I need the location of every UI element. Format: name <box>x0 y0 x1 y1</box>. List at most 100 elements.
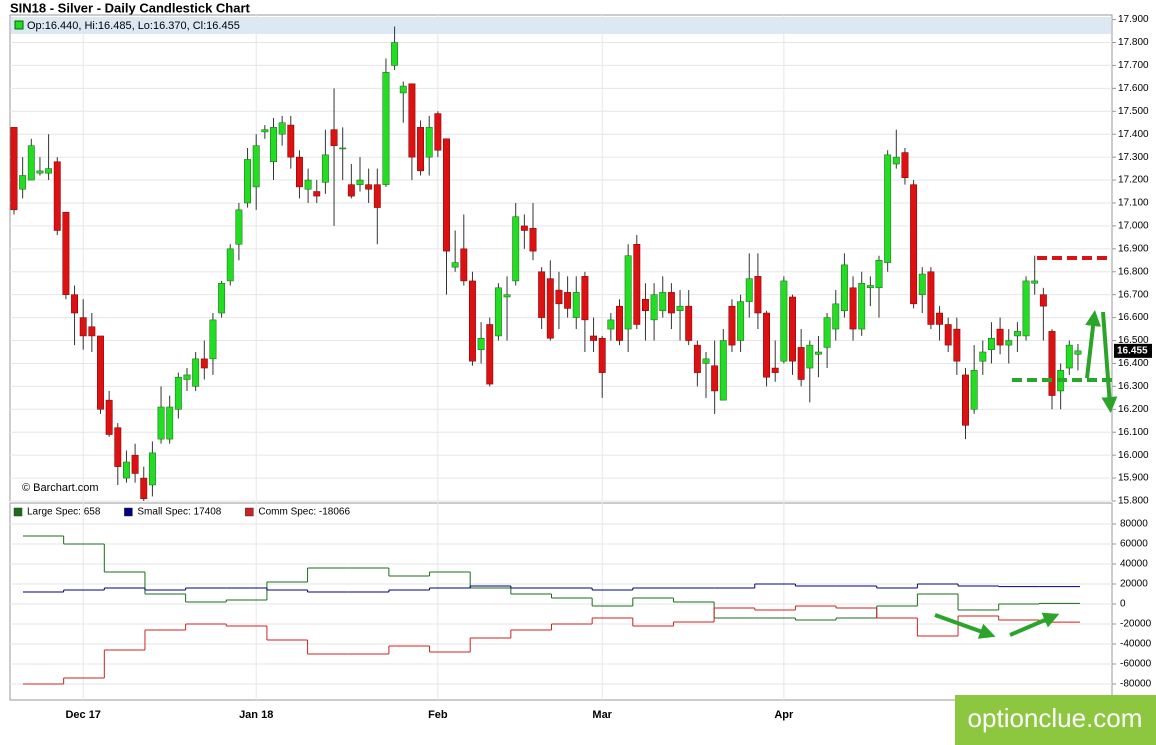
candle-body <box>10 127 18 211</box>
candle-body <box>832 303 840 330</box>
candle-body <box>62 211 70 295</box>
candle-body <box>183 374 191 380</box>
last-price-box <box>1114 343 1152 358</box>
candle-body <box>901 152 909 179</box>
y-tick-label: 40000 <box>1120 559 1148 570</box>
candle-body <box>235 209 243 245</box>
y-tick-label: 17.000 <box>1118 221 1149 232</box>
candle-body <box>624 255 632 330</box>
candle-body <box>477 337 485 350</box>
candle-body <box>244 159 252 204</box>
candle-body <box>252 145 260 188</box>
y-tick-label: 17.100 <box>1118 198 1149 209</box>
candle-body <box>313 191 321 197</box>
candle-body <box>667 292 675 314</box>
candle-body <box>953 328 961 362</box>
candle-body <box>365 184 373 190</box>
candle-body <box>789 296 796 362</box>
candle-body <box>200 358 208 369</box>
x-tick-label: Feb <box>428 709 448 721</box>
candle-body <box>823 317 831 348</box>
candle-body <box>140 477 148 499</box>
candle-body <box>970 370 978 410</box>
info-swatch <box>14 20 24 30</box>
candle-body <box>131 454 139 474</box>
candle-body <box>27 145 35 181</box>
arrow-up <box>1085 310 1102 379</box>
ohlc-info: Op:16.440, Hi:16.485, Lo:16.370, Cl:16.4… <box>27 20 240 32</box>
marks <box>10 26 1082 685</box>
candle-body <box>97 335 104 410</box>
candle-body <box>356 179 364 185</box>
candle-body <box>347 184 355 197</box>
candle-body <box>806 344 814 369</box>
y-tick-label: 16.900 <box>1118 243 1149 254</box>
candle-body <box>979 351 987 362</box>
candle-body <box>702 358 710 364</box>
candle-body <box>157 406 165 440</box>
y-tick-label: 17.500 <box>1118 106 1149 117</box>
y-tick-label: 17.400 <box>1118 129 1149 140</box>
chart-title: SIN18 - Silver - Daily Candlestick Chart <box>10 0 251 15</box>
candle-body <box>425 127 433 158</box>
x-tick-label: Apr <box>774 709 794 721</box>
candle-body <box>936 312 943 325</box>
candle-body <box>581 276 589 321</box>
candle-body <box>1022 280 1030 337</box>
candle-body <box>494 287 502 337</box>
candle-body <box>382 72 390 185</box>
candle-body <box>373 184 381 208</box>
candle-body <box>572 292 580 318</box>
y-tick-label: 15.900 <box>1118 473 1149 484</box>
y-tick-label: 16.200 <box>1118 404 1149 415</box>
candle-body <box>278 122 286 135</box>
y-tick-label: 20000 <box>1120 579 1148 590</box>
legend-swatch <box>124 507 133 517</box>
candle-body <box>486 324 494 385</box>
candle-body <box>650 294 658 321</box>
candle-body <box>771 367 779 373</box>
arrow-up-cot <box>1009 612 1060 637</box>
y-tick-label: 17.600 <box>1118 83 1149 94</box>
info-bar <box>11 17 1111 34</box>
candle-body <box>737 301 745 341</box>
y-tick-label: 16.800 <box>1118 266 1149 277</box>
y-tick-label: 16.100 <box>1118 427 1149 438</box>
candle-body <box>815 351 822 355</box>
candle-body <box>892 156 900 165</box>
candle-body <box>728 305 736 346</box>
candle-body <box>564 292 572 309</box>
watermark-box <box>955 695 1156 745</box>
annotations <box>934 256 1118 639</box>
candle-body <box>520 225 528 231</box>
arrow-down-cot <box>934 613 996 639</box>
candle-body <box>607 319 615 330</box>
candle-body <box>287 124 295 158</box>
candle-body <box>339 147 347 150</box>
last-price-label: 16.455 <box>1117 345 1148 356</box>
candle-body <box>642 299 649 311</box>
y-tick-label: 16.400 <box>1118 358 1149 369</box>
candle-body <box>174 376 182 410</box>
x-tick-label: Dec 17 <box>65 709 100 721</box>
candle-body <box>1005 340 1013 346</box>
x-tick-label: Jan 18 <box>239 709 273 721</box>
legend-label: Small Spec: 17408 <box>137 507 221 518</box>
candle-body <box>114 427 122 467</box>
candle-body <box>849 287 857 330</box>
candle-body <box>555 289 563 305</box>
candle-body <box>451 262 459 268</box>
candle-body <box>1013 331 1021 337</box>
candle-body <box>763 312 770 378</box>
candle-body <box>105 399 113 435</box>
source-credit: © Barchart.com <box>22 482 99 494</box>
y-tick-label: 0 <box>1120 599 1126 610</box>
candle-body <box>1039 294 1047 307</box>
y-tick-label: 17.300 <box>1118 152 1149 163</box>
candle-body <box>1031 280 1039 284</box>
candle-body <box>209 319 217 360</box>
arrow-down <box>1101 311 1118 413</box>
y-tick-label: 17.200 <box>1118 175 1149 186</box>
candle-body <box>659 292 667 311</box>
